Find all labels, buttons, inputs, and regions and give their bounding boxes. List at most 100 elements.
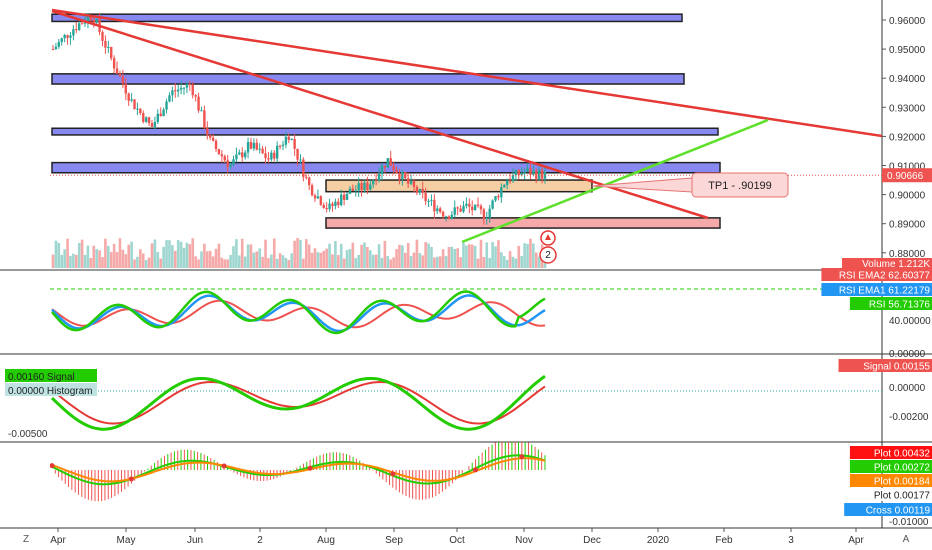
candle-body (57, 42, 61, 47)
candle-body (80, 23, 84, 25)
candle-body (112, 58, 116, 69)
auto-scale-button-label[interactable]: A (903, 534, 910, 545)
candle-body (334, 201, 337, 207)
price-pane[interactable] (50, 8, 882, 268)
volume-bar (229, 254, 232, 268)
candle-body (305, 176, 308, 178)
candle-body (453, 207, 456, 215)
volume-bar (83, 254, 87, 268)
price-tick-label: 0.96000 (889, 16, 926, 27)
volume-bar (214, 248, 218, 268)
cross-marker (307, 465, 313, 471)
candle-body (284, 136, 288, 145)
volume-bar (497, 240, 500, 268)
volume-bar (77, 242, 81, 268)
volume-bar (54, 240, 58, 268)
rsi-ema2-tag-text: RSI EMA2 62.60377 (839, 271, 931, 282)
volume-bar (424, 242, 427, 268)
zone-resistance-0.940 (51, 73, 685, 85)
candle-body (508, 180, 512, 182)
candle-body (206, 127, 209, 136)
macd-pane[interactable] (50, 374, 882, 431)
rsi-pane[interactable] (50, 288, 882, 335)
candle-body (115, 68, 119, 74)
osc-tag-2-bg (849, 474, 932, 487)
osc-tag-3-bg (849, 488, 932, 501)
price-tick-label: 0.89000 (889, 220, 926, 231)
osc-tag-4-text: Cross 0.00119 (866, 506, 931, 517)
volume-bar (360, 244, 363, 268)
rsi-axis-label-40: 40.00000 (889, 316, 931, 327)
candle-body (497, 196, 500, 198)
volume-bar (453, 248, 457, 268)
candle-body (110, 46, 113, 59)
candle-body (147, 117, 151, 124)
volume-bar (430, 246, 433, 268)
candle-body (121, 76, 125, 84)
candle-body (450, 214, 454, 219)
oscillator-pane[interactable] (50, 438, 546, 502)
candle-body (217, 149, 221, 155)
trendline-steep-downtrend (51, 9, 709, 220)
zone-resistance-0.961 (51, 13, 683, 23)
volume-bar (252, 252, 256, 268)
candle-body (223, 156, 226, 161)
candle-body (526, 168, 529, 172)
volume-bar (462, 242, 465, 268)
candle-body (540, 169, 544, 179)
candle-body (430, 199, 433, 201)
cross-marker (128, 476, 134, 482)
candle-body (246, 142, 250, 153)
event-flag-icon[interactable]: 2 (539, 230, 557, 264)
volume-bar (267, 258, 270, 268)
volume-bar (296, 238, 299, 268)
zoom-button-label[interactable]: Z (23, 534, 29, 545)
volume-bar (287, 259, 291, 268)
volume-bar (220, 257, 224, 268)
zoom-button[interactable]: Z (23, 534, 29, 545)
volume-bar (470, 244, 474, 268)
candle-body (517, 170, 520, 176)
volume-bar (494, 246, 497, 268)
volume-bar (255, 251, 259, 268)
candle-body (374, 180, 378, 182)
candle-body (511, 174, 515, 182)
volume-bar (433, 257, 436, 268)
auto-scale-button[interactable]: A (903, 534, 910, 545)
volume-bar (325, 248, 328, 268)
volume-bar (307, 244, 311, 268)
volume-bar (401, 245, 404, 268)
volume-bar (450, 246, 454, 268)
candle-body (316, 196, 320, 199)
volume-bar (342, 258, 346, 268)
candle-body (238, 152, 241, 155)
candle-body (348, 188, 352, 194)
candle-body (415, 186, 419, 193)
candle-body (310, 185, 314, 196)
candle-body (421, 188, 424, 193)
cross-marker (390, 471, 396, 477)
candle-body (337, 201, 340, 206)
volume-bar (162, 246, 165, 268)
tp-callout[interactable]: TP1 - .90199 (591, 172, 789, 198)
trendline-major-downtrend (51, 8, 882, 138)
volume-bar (415, 239, 419, 268)
volume-bar (479, 239, 483, 268)
candle-body (293, 138, 296, 149)
candle-body (144, 117, 148, 122)
candle-body (133, 99, 136, 110)
zones-layer (51, 13, 721, 229)
price-axis[interactable]: 0.96000 0.95000 0.94000 0.93000 0.92000 0.910… (882, 16, 926, 260)
tp-label: TP1 - .90199 (708, 180, 772, 192)
candle-body (369, 184, 372, 190)
time-axis[interactable]: Apr May Jun 2 Aug Sep Oct Nov Dec 2020 Feb 3 Apr (50, 528, 864, 546)
last-price-tag-text: 0.90666 (887, 171, 924, 182)
rsi-ema1-tag-text: RSI EMA1 61.22179 (839, 286, 931, 297)
time-tick-label: Oct (449, 535, 465, 546)
candle-body (267, 158, 270, 160)
volume-bar (348, 249, 352, 268)
event-badge (539, 246, 557, 264)
candle-body (488, 208, 491, 218)
candle-body (156, 113, 160, 123)
